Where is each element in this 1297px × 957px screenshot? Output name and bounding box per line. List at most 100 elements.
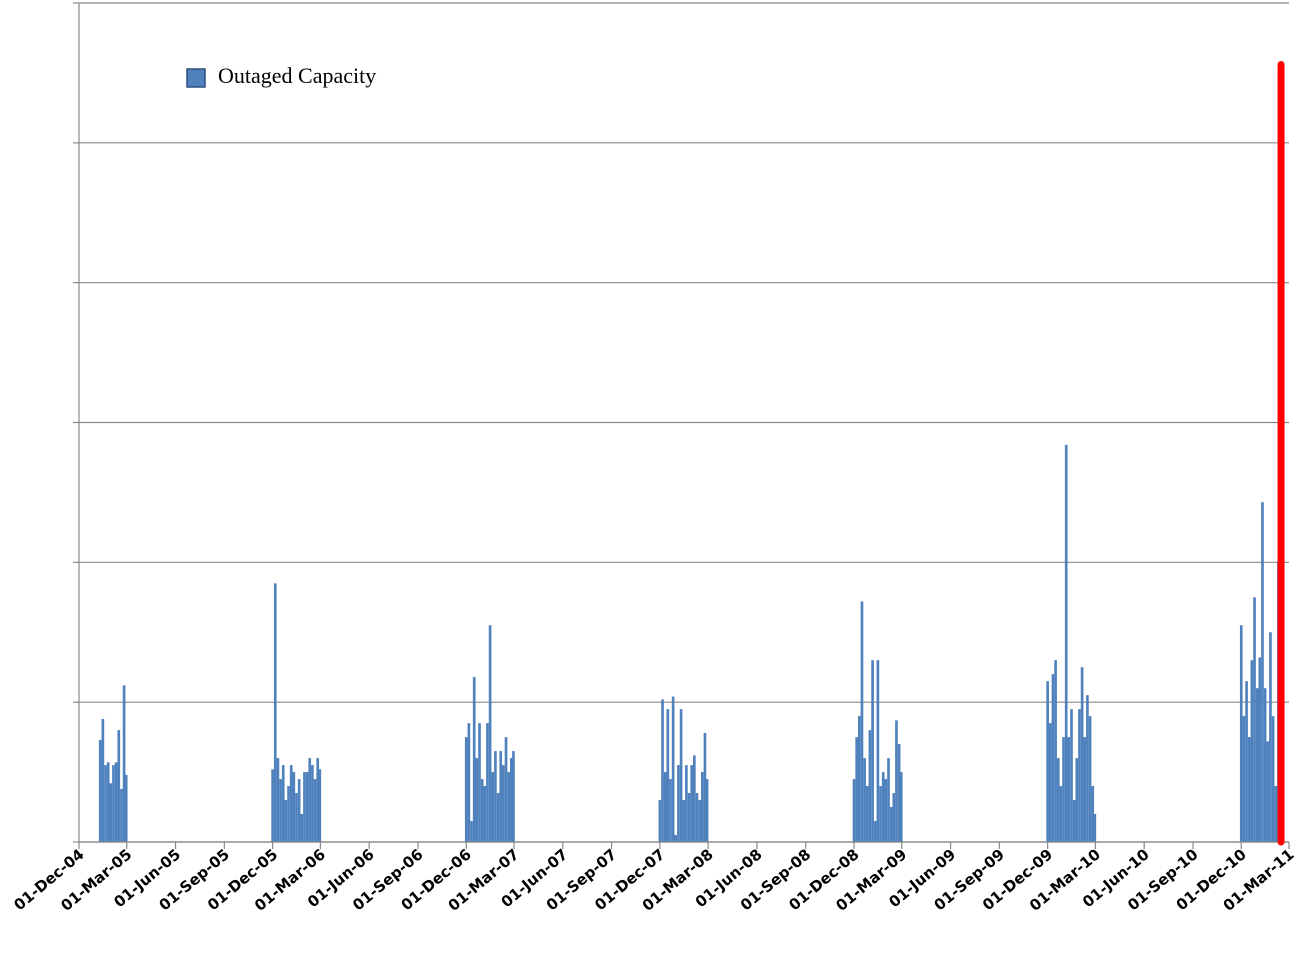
bar (316, 758, 320, 842)
bar (1247, 737, 1251, 842)
bar (486, 723, 489, 842)
bar (1080, 667, 1084, 842)
bar (690, 765, 694, 842)
bar (120, 788, 123, 842)
bar (472, 676, 476, 842)
bar (303, 772, 306, 842)
bar (305, 772, 309, 842)
bar (1274, 786, 1278, 842)
bar (1064, 444, 1068, 842)
bar (1051, 674, 1055, 842)
bar (1075, 758, 1079, 842)
bar (297, 779, 301, 842)
bar (897, 744, 901, 842)
bar (1070, 709, 1073, 842)
bar (868, 730, 872, 842)
bar (1258, 657, 1262, 842)
bar (117, 730, 121, 842)
bar (860, 601, 864, 842)
bar (318, 769, 322, 842)
bar (876, 660, 880, 842)
bar (1261, 502, 1264, 842)
bar (1253, 597, 1256, 842)
bar (1078, 709, 1081, 842)
bar (677, 765, 680, 842)
bar (687, 793, 691, 842)
bar (491, 772, 495, 842)
bar (873, 821, 877, 842)
bar (510, 758, 513, 842)
bar (695, 793, 699, 842)
bar (295, 793, 298, 842)
bar (1255, 688, 1259, 842)
bar (666, 709, 670, 842)
bar (863, 758, 866, 842)
bar (122, 685, 126, 842)
bar (852, 779, 856, 842)
bar (512, 751, 515, 842)
bar (1083, 737, 1087, 842)
bar (1062, 737, 1065, 842)
bar (855, 737, 858, 842)
bar (284, 800, 288, 842)
bar (857, 716, 861, 842)
bar (658, 800, 662, 842)
bar (287, 786, 290, 842)
bar (464, 737, 468, 842)
bar (1059, 786, 1063, 842)
bar (884, 779, 888, 842)
bar (899, 772, 903, 842)
bar (124, 774, 128, 842)
bar (1067, 737, 1071, 842)
bar (887, 758, 890, 842)
bar (693, 755, 696, 842)
bar (1266, 741, 1270, 842)
bar (279, 779, 282, 842)
bar (879, 786, 882, 842)
bar (1054, 660, 1057, 842)
bar (114, 762, 118, 842)
bar (475, 758, 479, 842)
bar (101, 718, 105, 842)
bar (674, 835, 678, 842)
bar (300, 814, 304, 842)
bar (679, 709, 683, 842)
bar (494, 751, 497, 842)
legend-label: Outaged Capacity (218, 63, 376, 88)
bar (1056, 758, 1060, 842)
bar (470, 821, 473, 842)
bar (276, 758, 280, 842)
bar (499, 751, 503, 842)
bar (480, 779, 484, 842)
bar (1271, 716, 1275, 842)
bar (496, 793, 500, 842)
bar (700, 772, 704, 842)
bar (1093, 814, 1097, 842)
bar (104, 765, 107, 842)
bar (1088, 716, 1092, 842)
bar (467, 723, 471, 842)
bar (502, 765, 505, 842)
bar (271, 769, 274, 842)
bar (273, 583, 277, 842)
bar (1086, 695, 1089, 842)
bar (1046, 681, 1049, 842)
bar (112, 765, 115, 842)
bar (1072, 800, 1076, 842)
bar (106, 762, 110, 842)
bar (488, 625, 492, 842)
bar (478, 723, 481, 842)
bar (871, 660, 874, 842)
bar (671, 696, 675, 842)
bar (289, 765, 293, 842)
bar (1048, 723, 1052, 842)
bar (1263, 688, 1267, 842)
bar (292, 772, 296, 842)
bar (313, 779, 317, 842)
bar (661, 699, 664, 842)
bar (685, 765, 688, 842)
bar (881, 772, 885, 842)
bar (669, 779, 672, 842)
